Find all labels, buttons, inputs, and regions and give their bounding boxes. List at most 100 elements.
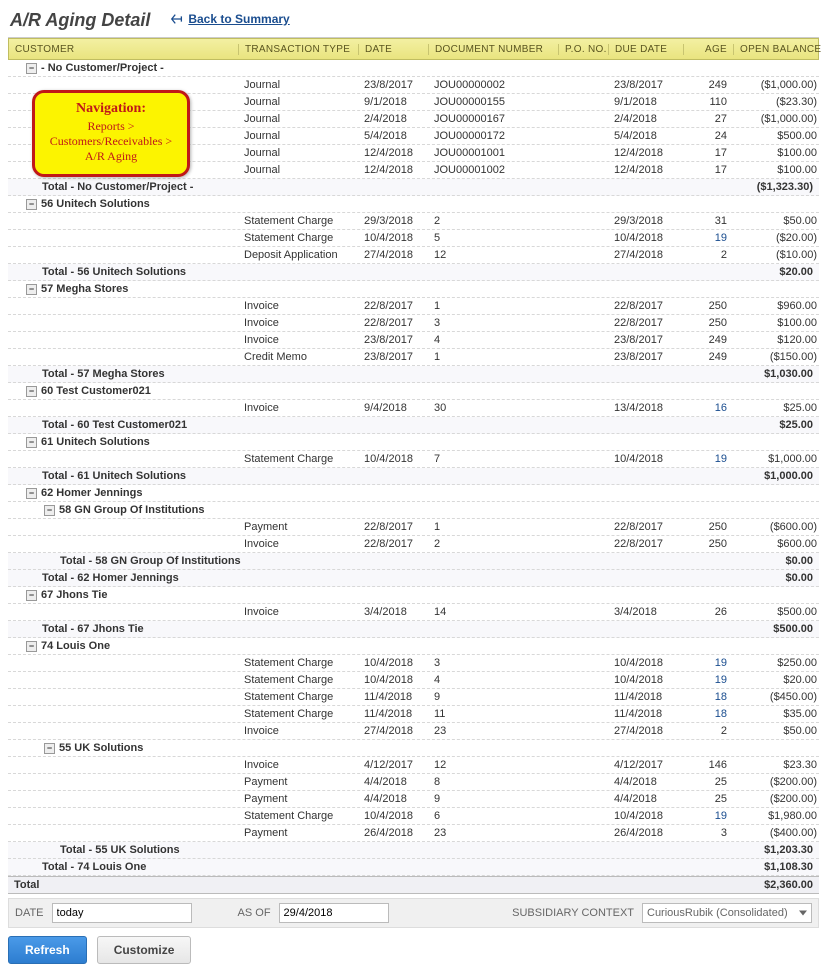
table-row[interactable]: Statement Charge10/4/2018710/4/201819$1,… xyxy=(8,451,819,468)
table-row[interactable]: Invoice22/8/2017222/8/2017250$600.00 xyxy=(8,536,819,553)
cell: 8 xyxy=(428,775,558,789)
cell: 22/8/2017 xyxy=(608,537,683,551)
group-total-label: Total - 74 Louis One xyxy=(8,860,729,874)
group-header[interactable]: −- No Customer/Project - xyxy=(8,60,819,77)
group-total-amount: $1,000.00 xyxy=(729,469,819,483)
table-row[interactable]: Credit Memo23/8/2017123/8/2017249($150.0… xyxy=(8,349,819,366)
table-row[interactable]: Statement Charge10/4/2018410/4/201819$20… xyxy=(8,672,819,689)
group-header[interactable]: −56 Unitech Solutions xyxy=(8,196,819,213)
table-row[interactable]: Invoice23/8/2017423/8/2017249$120.00 xyxy=(8,332,819,349)
group-header[interactable]: −67 Jhons Tie xyxy=(8,587,819,604)
group-header[interactable]: −62 Homer Jennings xyxy=(8,485,819,502)
collapse-toggle[interactable]: − xyxy=(26,488,37,499)
group-name: 61 Unitech Solutions xyxy=(41,436,150,448)
col-date[interactable]: DATE xyxy=(359,44,429,55)
table-row[interactable]: Payment26/4/20182326/4/20183($400.00) xyxy=(8,825,819,842)
cell: 23/8/2017 xyxy=(608,333,683,347)
cell xyxy=(558,713,608,715)
group-header[interactable]: −58 GN Group Of Institutions xyxy=(8,502,819,519)
table-row[interactable]: Statement Charge11/4/2018911/4/201818($4… xyxy=(8,689,819,706)
group-header[interactable]: −61 Unitech Solutions xyxy=(8,434,819,451)
group-name: - No Customer/Project - xyxy=(41,62,164,74)
cell: 23/8/2017 xyxy=(358,78,428,92)
table-row[interactable]: Statement Charge10/4/2018610/4/201819$1,… xyxy=(8,808,819,825)
cell: 29/3/2018 xyxy=(608,214,683,228)
col-due-date[interactable]: DUE DATE xyxy=(609,44,684,55)
cell xyxy=(558,254,608,256)
cell: Payment xyxy=(238,520,358,534)
date-input[interactable] xyxy=(52,903,192,923)
cell xyxy=(558,305,608,307)
col-customer[interactable]: CUSTOMER xyxy=(9,44,239,55)
table-row[interactable]: Statement Charge11/4/20181111/4/201818$3… xyxy=(8,706,819,723)
asof-input[interactable] xyxy=(279,903,389,923)
cell: Invoice xyxy=(238,299,358,313)
col-txn-type[interactable]: TRANSACTION TYPE xyxy=(239,44,359,55)
table-row[interactable]: Payment22/8/2017122/8/2017250($600.00) xyxy=(8,519,819,536)
cell: ($23.30) xyxy=(733,95,823,109)
table-row[interactable]: Invoice3/4/2018143/4/201826$500.00 xyxy=(8,604,819,621)
cell: 26 xyxy=(683,605,733,619)
table-row[interactable]: Payment4/4/201884/4/201825($200.00) xyxy=(8,774,819,791)
collapse-toggle[interactable]: − xyxy=(44,743,55,754)
table-row[interactable]: Statement Charge10/4/2018510/4/201819($2… xyxy=(8,230,819,247)
cell: 23/8/2017 xyxy=(358,333,428,347)
group-header[interactable]: −57 Megha Stores xyxy=(8,281,819,298)
cell: 2 xyxy=(428,537,558,551)
group-header[interactable]: −60 Test Customer021 xyxy=(8,383,819,400)
cell: Journal xyxy=(238,112,358,126)
collapse-toggle[interactable]: − xyxy=(26,63,37,74)
customize-button[interactable]: Customize xyxy=(97,936,192,964)
cell xyxy=(8,611,238,613)
cell: 23 xyxy=(428,724,558,738)
table-row[interactable]: Invoice27/4/20182327/4/20182$50.00 xyxy=(8,723,819,740)
collapse-toggle[interactable]: − xyxy=(26,641,37,652)
cell: 2/4/2018 xyxy=(608,112,683,126)
cell xyxy=(8,339,238,341)
cell xyxy=(8,781,238,783)
collapse-toggle[interactable]: − xyxy=(26,590,37,601)
cell: Credit Memo xyxy=(238,350,358,364)
cell: Journal xyxy=(238,129,358,143)
chevron-down-icon xyxy=(799,911,807,916)
cell xyxy=(558,662,608,664)
table-row[interactable]: Statement Charge29/3/2018229/3/201831$50… xyxy=(8,213,819,230)
group-header[interactable]: −74 Louis One xyxy=(8,638,819,655)
cell: 23/8/2017 xyxy=(608,78,683,92)
table-row[interactable]: Statement Charge10/4/2018310/4/201819$25… xyxy=(8,655,819,672)
cell xyxy=(558,764,608,766)
cell: 27/4/2018 xyxy=(608,724,683,738)
table-row[interactable]: Deposit Application27/4/20181227/4/20182… xyxy=(8,247,819,264)
table-row[interactable]: Invoice22/8/2017122/8/2017250$960.00 xyxy=(8,298,819,315)
table-row[interactable]: Invoice22/8/2017322/8/2017250$100.00 xyxy=(8,315,819,332)
subsidiary-value: CuriousRubik (Consolidated) xyxy=(647,907,788,919)
cell: Statement Charge xyxy=(238,656,358,670)
table-row[interactable]: Invoice4/12/2017124/12/2017146$23.30 xyxy=(8,757,819,774)
cell: Deposit Application xyxy=(238,248,358,262)
collapse-toggle[interactable]: − xyxy=(26,199,37,210)
cell: 9/4/2018 xyxy=(358,401,428,415)
cell: 23 xyxy=(428,826,558,840)
back-to-summary-link[interactable]: Back to Summary xyxy=(170,12,289,26)
cell: 11/4/2018 xyxy=(358,707,428,721)
col-open-balance[interactable]: OPEN BALANCE xyxy=(734,44,824,55)
col-doc-num[interactable]: DOCUMENT NUMBER xyxy=(429,44,559,55)
refresh-button[interactable]: Refresh xyxy=(8,936,87,964)
subsidiary-select[interactable]: CuriousRubik (Consolidated) xyxy=(642,903,812,923)
cell: Invoice xyxy=(238,605,358,619)
table-row[interactable]: Payment4/4/201894/4/201825($200.00) xyxy=(8,791,819,808)
collapse-toggle[interactable]: − xyxy=(26,437,37,448)
cell: 4/12/2017 xyxy=(358,758,428,772)
cell: $1,000.00 xyxy=(733,452,823,466)
collapse-toggle[interactable]: − xyxy=(44,505,55,516)
table-row[interactable]: Invoice9/4/20183013/4/201816$25.00 xyxy=(8,400,819,417)
cell: 9 xyxy=(428,690,558,704)
cell: 4/4/2018 xyxy=(358,775,428,789)
col-po[interactable]: P.O. NO. xyxy=(559,44,609,55)
cell: 19 xyxy=(683,452,733,466)
collapse-toggle[interactable]: − xyxy=(26,284,37,295)
collapse-toggle[interactable]: − xyxy=(26,386,37,397)
group-header[interactable]: −55 UK Solutions xyxy=(8,740,819,757)
cell xyxy=(8,220,238,222)
col-age[interactable]: AGE xyxy=(684,44,734,55)
